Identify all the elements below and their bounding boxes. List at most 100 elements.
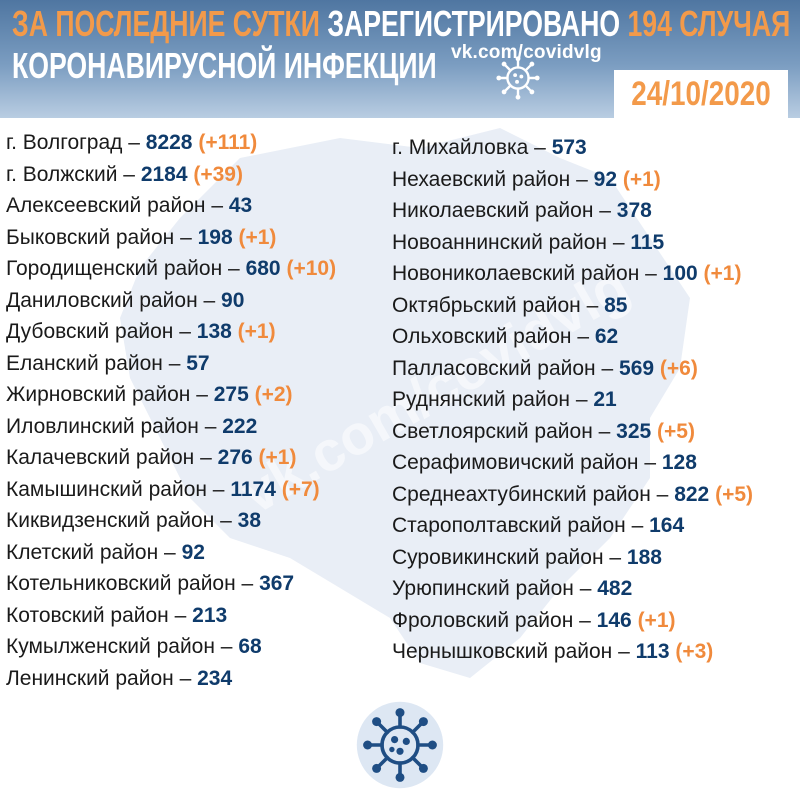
district-row: Нехаевский район – 92 (+1) [392, 167, 661, 191]
district-row: Кумылженский район – 68 [6, 635, 262, 658]
district-row: Среднеахтубинский район – 822 (+5) [392, 482, 754, 506]
district-list-left: г. Волгоград – 8228 (+111) г. Волжский – … [6, 127, 336, 694]
district-row: Урюпинский район – 482 [392, 577, 633, 600]
district-name: Палласовский район [392, 356, 596, 380]
daily-increase: (+6) [659, 356, 698, 380]
district-name: Иловлинский район [6, 414, 199, 438]
district-row: Клетский район – 92 [6, 540, 205, 564]
district-name: Дубовский район [6, 320, 174, 343]
district-name: Старополтавский район [392, 514, 626, 537]
case-count: 100 [662, 262, 698, 285]
district-row: г. Волгоград – 8228 (+111) [6, 131, 258, 154]
district-row: Светлоярский район – 325 (+5) [392, 419, 695, 443]
case-count: 276 [217, 446, 253, 469]
district-row: г. Михайловка – 573 [392, 136, 587, 159]
case-count: 680 [245, 257, 281, 280]
case-count: 213 [192, 603, 228, 627]
daily-increase: (+1) [703, 262, 742, 285]
district-name: Суровикинский район [392, 545, 604, 569]
daily-increase: (+3) [675, 640, 714, 663]
case-count: 115 [630, 230, 665, 254]
district-row: Октябрьский район – 85 [392, 293, 628, 317]
case-count: 113 [635, 640, 670, 663]
district-name: Нехаевский район [392, 167, 571, 191]
district-row: Старополтавский район – 164 [392, 514, 685, 537]
daily-increase: (+39) [193, 162, 243, 186]
case-count: 92 [593, 167, 617, 191]
district-name: Среднеахтубинский район [392, 482, 651, 506]
district-row: Камышинский район – 1174 (+7) [6, 477, 320, 501]
district-name: Жирновский район [6, 383, 191, 406]
district-name: Котельниковский район [6, 572, 236, 595]
district-row: Новониколаевский район – 100 (+1) [392, 262, 742, 285]
district-name: Новоаннинский район [392, 230, 607, 254]
district-row: Иловлинский район – 222 [6, 414, 258, 438]
district-name: г. Волжский [6, 162, 118, 186]
source-site: vk.com/covidvlg [451, 42, 602, 63]
case-count: 90 [221, 288, 245, 312]
daily-increase: (+1) [258, 446, 297, 469]
district-row: Дубовский район – 138 (+1) [6, 320, 276, 343]
district-row: Суровикинский район – 188 [392, 545, 662, 569]
daily-increase: (+2) [254, 383, 293, 406]
district-row: Алексеевский район – 43 [6, 194, 253, 217]
district-row: Котельниковский район – 367 [6, 572, 295, 595]
district-name: Светлоярский район [392, 419, 593, 443]
virus-icon [496, 56, 540, 100]
daily-increase: (+1) [622, 167, 661, 191]
virus-icon [356, 701, 444, 789]
district-row: Чернышковский район – 113 (+3) [392, 640, 714, 663]
case-count: 573 [551, 136, 587, 159]
district-row: Палласовский район – 569 (+6) [392, 356, 698, 380]
district-name: Еланский район [6, 351, 163, 375]
district-row: Николаевский район – 378 [392, 199, 652, 222]
district-row: Котовский район – 213 [6, 603, 228, 627]
district-name: Ольховский район [392, 325, 572, 348]
district-row: Киквидзенский район – 38 [6, 509, 262, 532]
district-name: Октябрьский район [392, 293, 581, 317]
district-row: Фроловский район – 146 (+1) [392, 608, 676, 632]
case-count: 8228 [145, 131, 193, 154]
district-name: Городищенский район [6, 257, 223, 280]
district-name: Калачевский район [6, 446, 195, 469]
district-name: Урюпинский район [392, 577, 574, 600]
district-name: Серафимовичский район [392, 451, 639, 474]
daily-increase: (+1) [238, 225, 277, 249]
case-count: 822 [674, 482, 710, 506]
case-count: 2184 [140, 162, 188, 186]
case-count: 325 [616, 419, 652, 443]
region-map-silhouette [120, 128, 690, 678]
case-count: 164 [649, 514, 685, 537]
case-count: 92 [181, 540, 205, 564]
headline-line-1: ЗА ПОСЛЕДНИЕ СУТКИ ЗАРЕГИСТРИРОВАНО 194 … [12, 4, 790, 44]
case-count: 138 [196, 320, 232, 343]
district-name: Быковский район [6, 225, 175, 249]
district-name: Руднянский район [392, 388, 570, 411]
district-name: Киквидзенский район [6, 509, 215, 532]
district-row: Жирновский район – 275 (+2) [6, 383, 293, 406]
district-name: Алексеевский район [6, 194, 206, 217]
case-count: 234 [197, 666, 233, 690]
district-name: Клетский район [6, 540, 159, 564]
district-row: Быковский район – 198 (+1) [6, 225, 277, 249]
headline-line-2: КОРОНАВИРУСНОЙ ИНФЕКЦИИ [12, 45, 437, 86]
district-row: Серафимовичский район – 128 [392, 451, 697, 474]
case-count: 1174 [230, 477, 276, 501]
district-name: Котовский район [6, 603, 169, 627]
district-name: Камышинский район [6, 477, 207, 501]
daily-increase: (+10) [286, 257, 337, 280]
case-count: 85 [604, 293, 628, 317]
district-row: Ольховский район – 62 [392, 325, 619, 348]
district-row: Городищенский район – 680 (+10) [6, 257, 337, 280]
district-row: г. Волжский – 2184 (+39) [6, 162, 243, 186]
report-date: 24/10/2020 [631, 75, 771, 113]
district-name: Даниловский район [6, 288, 198, 312]
case-count: 188 [626, 545, 662, 569]
case-count: 482 [597, 577, 633, 600]
daily-increase: (+1) [237, 320, 276, 343]
daily-increase: (+7) [281, 477, 320, 501]
case-count: 38 [237, 509, 262, 532]
daily-increase: (+111) [198, 131, 258, 154]
district-name: г. Волгоград [6, 131, 123, 154]
